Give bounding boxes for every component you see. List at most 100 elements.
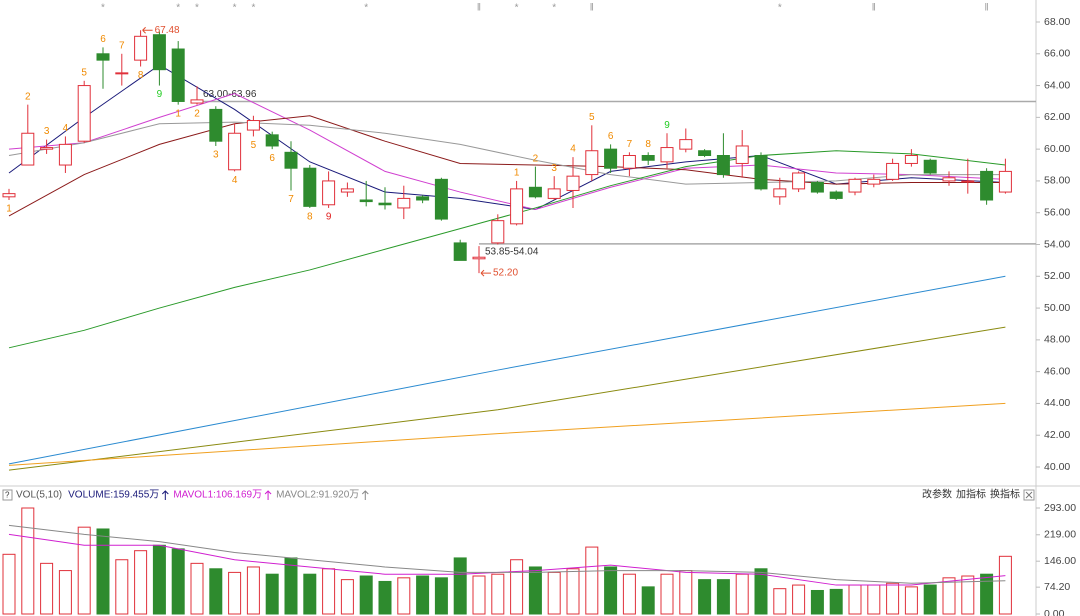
td-label: 1 bbox=[514, 168, 520, 179]
volume-bar bbox=[322, 568, 336, 615]
td-label: 4 bbox=[63, 123, 69, 134]
td-label: 2 bbox=[533, 153, 539, 164]
candle-body bbox=[754, 155, 768, 190]
volume-bar bbox=[21, 507, 35, 615]
candle-body bbox=[246, 120, 260, 131]
y-tick-label: 42.00 bbox=[1044, 429, 1070, 441]
top-marker: ǁ bbox=[477, 3, 481, 14]
volume-bar bbox=[340, 579, 354, 615]
candle-body bbox=[58, 143, 72, 166]
price-label: 52.20 bbox=[493, 268, 518, 279]
candle-body bbox=[622, 155, 636, 169]
volume-bar bbox=[434, 577, 448, 615]
y-tick-label: 54.00 bbox=[1044, 238, 1070, 250]
volume-bar bbox=[585, 546, 599, 615]
volume-label: VOLUME:159.455万 bbox=[68, 490, 159, 501]
volume-bar bbox=[40, 562, 54, 615]
up-arrow bbox=[361, 490, 369, 500]
up-arrow bbox=[264, 490, 272, 500]
volume-bar bbox=[792, 584, 806, 615]
candle-body bbox=[434, 178, 448, 220]
y-tick-label: 56.00 bbox=[1044, 206, 1070, 218]
candle-body bbox=[171, 48, 185, 102]
candle-body bbox=[378, 202, 392, 206]
volume-bar bbox=[228, 571, 242, 615]
candle-body bbox=[472, 256, 486, 260]
candle-body bbox=[886, 162, 900, 180]
candle-body bbox=[773, 188, 787, 198]
candle-body bbox=[340, 188, 354, 193]
mavol-line bbox=[8, 524, 1006, 584]
volume-bar bbox=[265, 573, 279, 615]
volume-bar bbox=[491, 573, 505, 615]
top-marker: * bbox=[778, 3, 782, 14]
candle-body bbox=[679, 139, 693, 150]
td-label: 1 bbox=[175, 108, 181, 119]
close-button[interactable] bbox=[1023, 489, 1035, 501]
candle-body bbox=[228, 132, 242, 171]
volume-bar bbox=[171, 548, 185, 615]
volume-bar bbox=[397, 577, 411, 615]
volume-bar bbox=[547, 571, 561, 615]
help-mark: ? bbox=[5, 491, 10, 500]
ma-line bbox=[8, 402, 1006, 466]
volume-bar bbox=[190, 562, 204, 615]
candle-body bbox=[510, 188, 524, 225]
y-tick-label: 68.00 bbox=[1044, 16, 1070, 28]
volume-bar bbox=[867, 584, 881, 615]
toolbar-button[interactable]: 加指标 bbox=[956, 488, 986, 501]
td-label: 3 bbox=[44, 126, 50, 137]
volume-bar bbox=[904, 586, 918, 615]
candle-body bbox=[491, 220, 505, 244]
candle-body bbox=[810, 182, 824, 193]
volume-bar bbox=[246, 566, 260, 615]
candle-body bbox=[40, 147, 54, 150]
y-tick-label: 50.00 bbox=[1044, 302, 1070, 314]
volume-bar bbox=[528, 566, 542, 615]
volume-bar bbox=[359, 575, 373, 615]
volume-bar bbox=[510, 559, 524, 615]
volume-bar bbox=[848, 584, 862, 615]
td-label: 9 bbox=[326, 212, 332, 223]
volume-bar bbox=[134, 550, 148, 615]
candle-body bbox=[585, 150, 599, 176]
top-marker: * bbox=[515, 3, 519, 14]
volume-bar bbox=[378, 580, 392, 615]
td-label: 7 bbox=[627, 139, 633, 150]
td-label: 5 bbox=[81, 67, 87, 78]
candle-body bbox=[716, 155, 730, 176]
candle-body bbox=[848, 178, 862, 193]
volume-bar bbox=[566, 568, 580, 615]
price-label: 67.48 bbox=[155, 25, 180, 36]
volume-bar bbox=[152, 544, 166, 615]
candle-body bbox=[209, 108, 223, 142]
top-marker: * bbox=[101, 3, 105, 14]
td-label: 2 bbox=[25, 91, 31, 102]
volume-bar bbox=[2, 553, 16, 615]
candle-body bbox=[980, 170, 994, 201]
y-tick-label: 74.20 bbox=[1044, 581, 1070, 593]
toolbar-button[interactable]: 改参数 bbox=[922, 488, 952, 501]
candle-body bbox=[735, 145, 749, 164]
top-marker: * bbox=[251, 3, 255, 14]
td-label: 9 bbox=[664, 120, 670, 131]
help-icon[interactable] bbox=[2, 489, 13, 501]
ma-line bbox=[8, 275, 1006, 465]
volume-bar bbox=[923, 584, 937, 615]
td-label: 5 bbox=[589, 112, 595, 123]
candle-body bbox=[21, 132, 35, 166]
indicator-title: VOL(5,10) bbox=[16, 490, 62, 501]
volume-bar bbox=[115, 559, 129, 615]
volume-bar bbox=[303, 573, 317, 615]
volume-bar bbox=[773, 588, 787, 615]
candle-body bbox=[397, 197, 411, 209]
candle-body bbox=[265, 134, 279, 147]
y-tick-label: 293.00 bbox=[1044, 502, 1076, 514]
candle-body bbox=[961, 180, 975, 183]
td-label: 6 bbox=[608, 131, 614, 142]
toolbar-button[interactable]: 换指标 bbox=[990, 488, 1020, 501]
y-tick-label: 146.00 bbox=[1044, 555, 1076, 567]
td-label: 3 bbox=[551, 163, 557, 174]
volume-bar bbox=[622, 573, 636, 615]
